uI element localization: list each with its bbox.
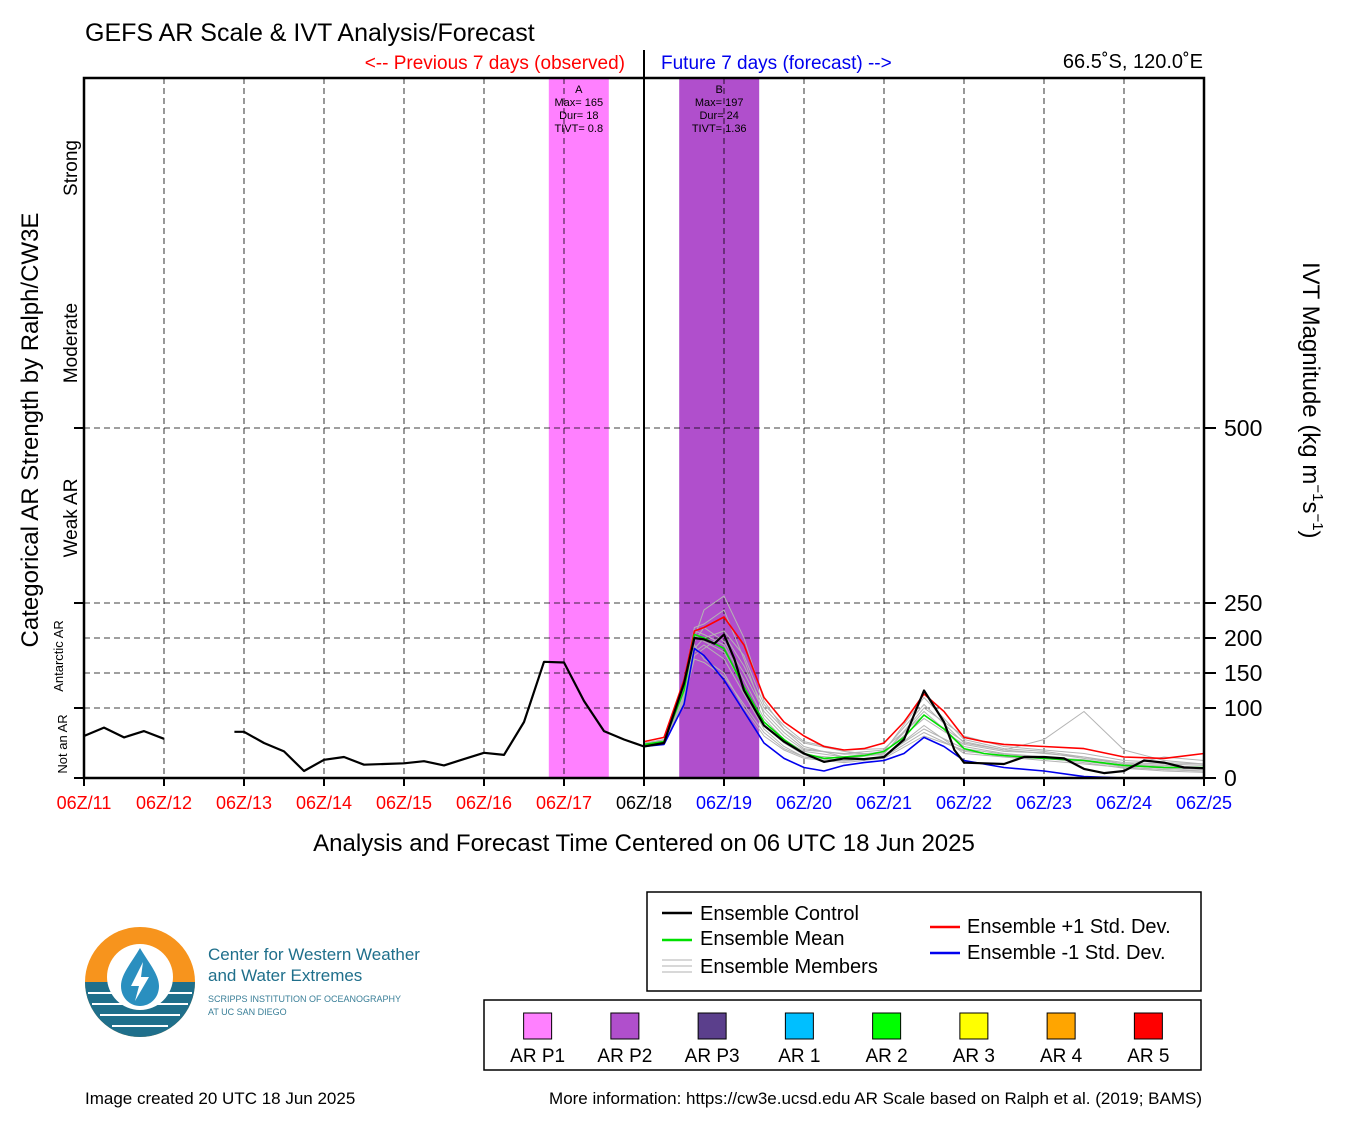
ar-scale-swatch-6: [959, 1012, 989, 1040]
footer-info: More information: https://cw3e.ucsd.edu …: [549, 1089, 1202, 1108]
chart-title: GEFS AR Scale & IVT Analysis/Forecast: [85, 19, 535, 47]
y-tick-label-0: 0: [1224, 765, 1237, 791]
y-axis-right-label-exp1: −1: [1309, 484, 1326, 501]
ensemble-1-std-dev--line-1: [643, 616, 1205, 760]
y-axis-left-label: Categorical AR Strength by Ralph/CW3E: [17, 213, 44, 648]
ensemble-series: [83, 616, 1205, 779]
future-days-label: Future 7 days (forecast) -->: [661, 53, 892, 74]
x-tick-label-3: 06Z/14: [296, 793, 352, 813]
ar-event-text-b-3: TIVT= 1.36: [692, 123, 747, 135]
ensemble-control-line-2: [234, 633, 1205, 775]
ar-scale-items: AR P1 AR P2 AR P3 AR 1 AR 2 AR 3 AR 4 AR 5: [510, 1012, 1170, 1067]
ar-event-text-a-2: Dur= 18: [559, 110, 598, 122]
x-tick-label-8: 06Z/19: [696, 793, 752, 813]
logo-title-line2: and Water Extremes: [208, 966, 362, 985]
ar-scale-legend: AR P1 AR P2 AR P3 AR 1 AR 2 AR 3 AR 4 AR 5: [483, 999, 1202, 1071]
category-not-an-ar: Not an AR: [55, 714, 70, 773]
ensemble-control-line-1: [83, 726, 165, 740]
x-tick-label-12: 06Z/23: [1016, 793, 1072, 813]
x-tick-label-9: 06Z/20: [776, 793, 832, 813]
ar-scale-swatch-1: [523, 1012, 553, 1040]
ar-scale-legend-box: [483, 999, 1202, 1071]
ar-event-text-a-3: TIVT= 0.8: [554, 123, 603, 135]
category-antarctic-ar: Antarctic AR: [51, 620, 66, 692]
x-axis-label: Analysis and Forecast Time Centered on 0…: [313, 830, 975, 857]
x-tick-label-13: 06Z/24: [1096, 793, 1152, 813]
ar-scale-label-2: AR P2: [597, 1046, 652, 1067]
y-axis-right-label-s: s: [1297, 501, 1324, 513]
ar-scale-label-3: AR P3: [685, 1046, 740, 1067]
y-tick-label-500: 500: [1224, 415, 1262, 441]
legend-label-mean: Ensemble Mean: [700, 928, 845, 950]
y-axis-right-label-close: ): [1297, 531, 1324, 539]
y-tick-label-250: 250: [1224, 590, 1262, 616]
ar-scale-label-1: AR P1: [510, 1046, 565, 1067]
ar-scale-label-4: AR 1: [778, 1046, 820, 1067]
ar-event-text-b-1: Max= 197: [695, 97, 744, 109]
legend-label-control: Ensemble Control: [700, 903, 859, 925]
ensemble-member-line-5: [643, 630, 1205, 766]
ar-event-text-a-1: Max= 165: [554, 97, 603, 109]
ar-scale-swatch-7: [1046, 1012, 1076, 1040]
location-label: 66.5˚S, 120.0˚E: [1063, 51, 1203, 73]
ar-scale-swatch-3: [697, 1012, 727, 1040]
x-tick-label-4: 06Z/15: [376, 793, 432, 813]
ar-scale-swatch-2: [610, 1012, 640, 1040]
x-tick-label-14: 06Z/25: [1176, 793, 1232, 813]
x-tick-label-1: 06Z/12: [136, 793, 192, 813]
previous-days-label: <-- Previous 7 days (observed): [365, 53, 625, 74]
x-tick-label-0: 06Z/11: [57, 793, 112, 813]
legend-label-members: Ensemble Members: [700, 956, 878, 978]
ar-scale-swatch-5: [872, 1012, 902, 1040]
logo-title-line1: Center for Western Weather: [208, 945, 420, 964]
x-tick-label-2: 06Z/13: [216, 793, 272, 813]
legend-label-minus-std: Ensemble -1 Std. Dev.: [967, 942, 1166, 964]
legend-label-plus-std: Ensemble +1 Std. Dev.: [967, 916, 1171, 938]
ensemble-legend: Ensemble Control Ensemble Mean Ensemble …: [646, 891, 1202, 992]
ar-scale-swatch-8: [1133, 1012, 1163, 1040]
category-strong: Strong: [61, 140, 82, 196]
y-tick-label-200: 200: [1224, 625, 1262, 651]
y-axis-right-label-main: IVT Magnitude (kg m: [1297, 262, 1324, 484]
ar-scale-label-6: AR 3: [953, 1046, 995, 1067]
ensemble-mean-line-1: [643, 633, 1204, 769]
ar-event-text-b-2: Dur= 24: [699, 110, 738, 122]
x-tick-label-10: 06Z/21: [856, 793, 912, 813]
y-axis-right-label-exp2: −1: [1309, 513, 1326, 530]
ensemble-legend-box: [646, 891, 1202, 992]
x-axis-ticks: 06Z/11 06Z/12 06Z/13 06Z/14 06Z/15 06Z/16 06Z/…: [57, 778, 1232, 813]
ar-event-text-b-0: B: [716, 84, 723, 96]
logo-sub-line1: SCRIPPS INSTITUTION OF OCEANOGRAPHY: [208, 994, 401, 1004]
x-tick-label-5: 06Z/16: [456, 793, 512, 813]
y-tick-label-100: 100: [1224, 695, 1262, 721]
x-tick-label-7: 06Z/18: [616, 793, 672, 813]
ar-event-text-a-0: A: [575, 84, 583, 96]
y-axis-ticks: 0 100 150 200 250 500: [74, 415, 1262, 791]
ar-scale-swatch-4: [784, 1012, 814, 1040]
category-weak-ar: Weak AR: [61, 479, 82, 558]
logo-bolt-icon: [131, 962, 149, 1001]
x-tick-label-11: 06Z/22: [936, 793, 992, 813]
category-moderate: Moderate: [61, 303, 82, 383]
logo-sub-line2: AT UC SAN DIEGO: [208, 1007, 287, 1017]
x-tick-label-6: 06Z/17: [536, 793, 592, 813]
cw3e-logo: Center for Western Weather and Water Ext…: [85, 927, 420, 1037]
ar-scale-label-8: AR 5: [1127, 1046, 1169, 1067]
y-tick-label-150: 150: [1224, 660, 1262, 686]
ar-scale-label-5: AR 2: [866, 1046, 908, 1067]
ar-scale-label-7: AR 4: [1040, 1046, 1083, 1067]
footer-created: Image created 20 UTC 18 Jun 2025: [85, 1089, 355, 1108]
y-axis-right-label: IVT Magnitude (kg m−1s−1): [1297, 262, 1326, 539]
